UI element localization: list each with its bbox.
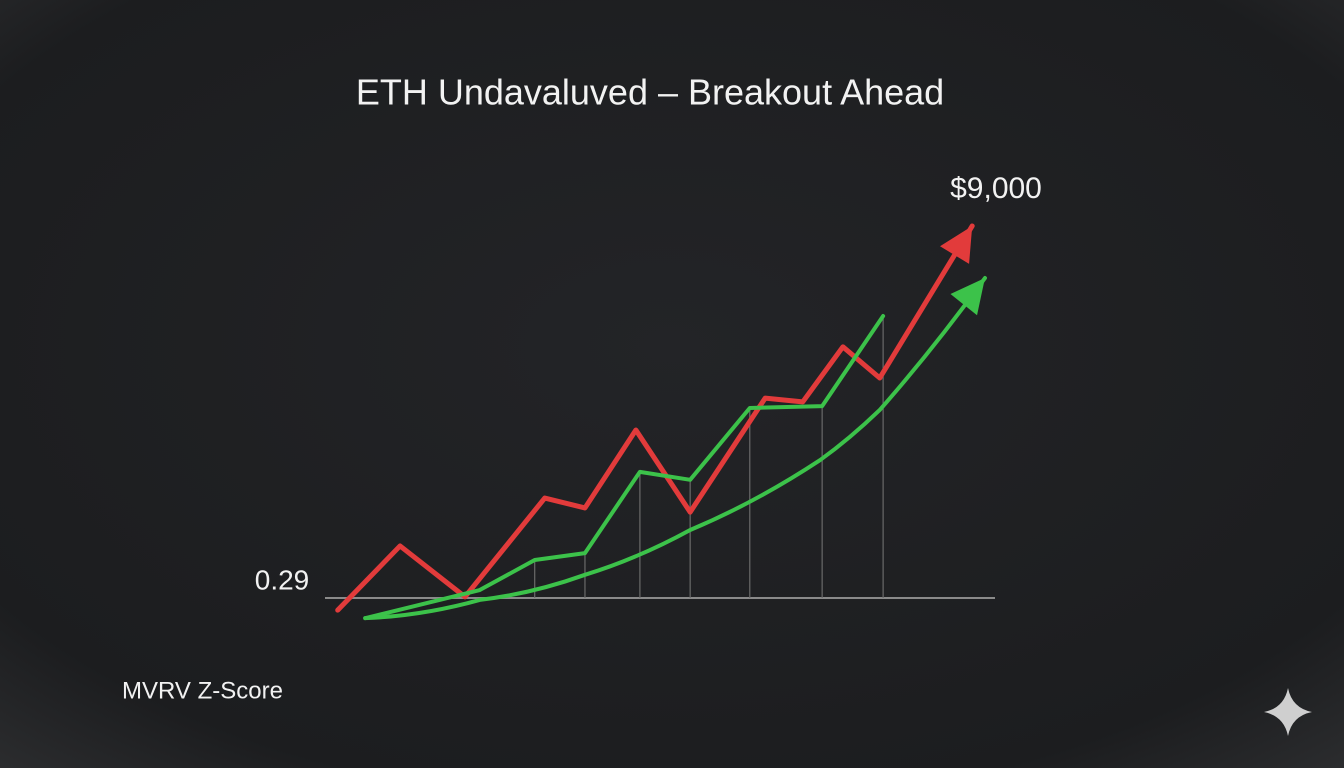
chart-title: ETH Undavaluved – Breakout Ahead (356, 72, 944, 113)
series-line (363, 276, 987, 621)
target-label: $9,000 (950, 172, 1042, 205)
sparkle-icon (1264, 688, 1312, 736)
series-line (335, 223, 975, 613)
arrowhead (950, 278, 985, 316)
indicator-label: MVRV Z-Score (122, 677, 283, 704)
baseline-label: 0.29 (255, 564, 310, 595)
series-line (363, 314, 886, 621)
arrowhead (940, 225, 973, 264)
